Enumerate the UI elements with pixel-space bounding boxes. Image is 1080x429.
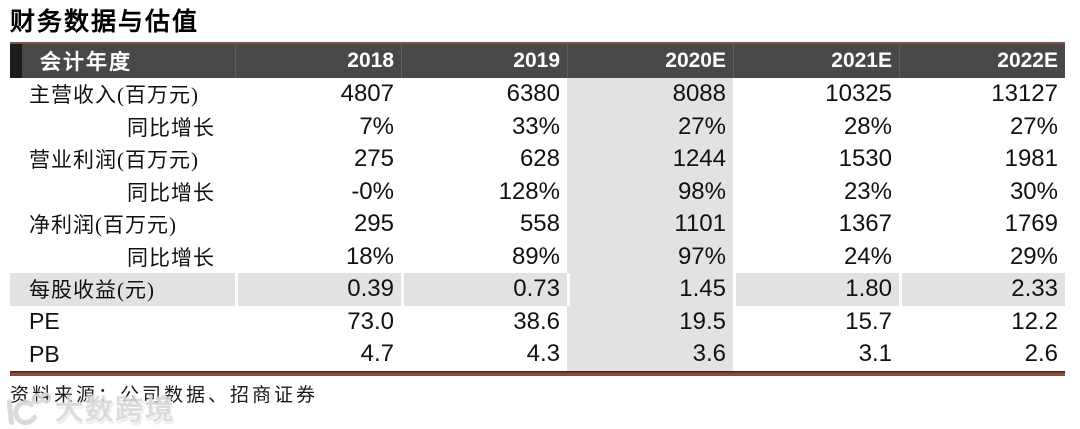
table-cell: 1.80 — [733, 273, 899, 306]
table-cell: 1367 — [838, 210, 892, 238]
table-row-operating-profit: 营业利润(百万元) 275 628 1244 1530 1981 — [10, 143, 1065, 176]
header-cell-2018: 2018 — [235, 44, 401, 78]
table-row-eps: 每股收益(元) 0.39 0.73 1.45 1.80 2.33 — [10, 273, 1065, 306]
table-cell: 30% — [1009, 177, 1058, 205]
financial-table: 会计年度 2018 2019 2020E 2021E 2022E 主营收入(百万… — [10, 42, 1065, 376]
table-row-revenue: 主营收入(百万元) 4807 6380 8088 10325 13127 — [10, 78, 1065, 111]
table-cell: 4807 — [340, 80, 394, 108]
table-row-pb: PB 4.7 4.3 3.6 3.1 2.6 — [10, 338, 1065, 371]
row-label: 同比增长 — [127, 245, 215, 270]
table-cell: 38.6 — [513, 307, 560, 335]
page-title: 财务数据与估值 — [10, 9, 200, 36]
header-cell-2019: 2019 — [401, 44, 567, 78]
row-label: 净利润(百万元) — [29, 213, 177, 238]
table-cell: 2.33 — [899, 273, 1065, 306]
table-cell: 12.2 — [1011, 307, 1058, 335]
table-cell: 0.39 — [235, 273, 401, 306]
table-row-revenue-growth: 同比增长 7% 33% 27% 28% 27% — [10, 110, 1065, 143]
table-cell: 15.7 — [845, 307, 892, 335]
table-cell: 6380 — [506, 80, 560, 108]
table-cell: 13127 — [991, 80, 1058, 108]
table-row-net-profit: 净利润(百万元) 295 558 1101 1367 1769 — [10, 208, 1065, 241]
table-cell: 295 — [353, 210, 394, 238]
header-cell-2020e: 2020E — [567, 44, 733, 78]
table-cell: 28% — [843, 112, 892, 140]
table-cell: 3.1 — [858, 340, 892, 368]
table-cell: 128% — [498, 177, 560, 205]
table-cell: 73.0 — [347, 307, 394, 335]
header-cell-2022e: 2022E — [899, 44, 1065, 78]
table-cell: 1769 — [1004, 210, 1058, 238]
table-bottom-rule — [10, 370, 1065, 376]
table-cell: 18% — [345, 242, 394, 270]
row-label: 每股收益(元) — [29, 278, 155, 303]
header-cell-year-label: 会计年度 — [40, 50, 132, 74]
table-cell: -0% — [351, 177, 394, 205]
table-cell: 19.5 — [567, 305, 733, 338]
table-cell: 2.6 — [1024, 340, 1058, 368]
table-cell: 10325 — [825, 80, 892, 108]
table-cell: 4.3 — [526, 340, 560, 368]
row-label: 主营收入(百万元) — [29, 83, 199, 108]
table-cell: 1981 — [1004, 145, 1058, 173]
table-cell: 1.45 — [567, 273, 733, 306]
table-cell: 8088 — [567, 78, 733, 111]
table-row-net-profit-growth: 同比增长 18% 89% 97% 24% 29% — [10, 240, 1065, 273]
table-row-operating-profit-growth: 同比增长 -0% 128% 98% 23% 30% — [10, 175, 1065, 208]
table-body: 主营收入(百万元) 4807 6380 8088 10325 13127 同比增… — [10, 78, 1065, 371]
row-label: PE — [29, 308, 60, 335]
table-cell: 7% — [359, 112, 394, 140]
table-cell: 1244 — [567, 143, 733, 176]
table-cell: 628 — [519, 145, 560, 173]
table-cell: 1101 — [567, 208, 733, 241]
table-row-pe: PE 73.0 38.6 19.5 15.7 12.2 — [10, 305, 1065, 338]
table-cell: 24% — [843, 242, 892, 270]
row-label: PB — [29, 340, 60, 367]
table-cell: 98% — [567, 175, 733, 208]
table-cell: 558 — [519, 210, 560, 238]
header-cell-2021e: 2021E — [733, 44, 899, 78]
table-cell: 27% — [567, 110, 733, 143]
table-cell: 33% — [511, 112, 560, 140]
table-cell: 23% — [843, 177, 892, 205]
table-cell: 29% — [1009, 242, 1058, 270]
table-cell: 89% — [511, 242, 560, 270]
table-cell: 3.6 — [567, 338, 733, 371]
table-cell: 1530 — [838, 145, 892, 173]
table-cell: 0.73 — [401, 273, 567, 306]
source-note: 资料来源：公司数据、招商证券 — [10, 385, 319, 406]
row-label: 营业利润(百万元) — [29, 148, 199, 173]
table-cell: 97% — [567, 240, 733, 273]
table-cell: 4.7 — [360, 340, 394, 368]
table-header-row: 会计年度 2018 2019 2020E 2021E 2022E — [10, 44, 1065, 78]
table-cell: 27% — [1009, 112, 1058, 140]
table-cell: 275 — [353, 145, 394, 173]
row-label: 同比增长 — [127, 180, 215, 205]
row-label: 同比增长 — [127, 115, 215, 140]
